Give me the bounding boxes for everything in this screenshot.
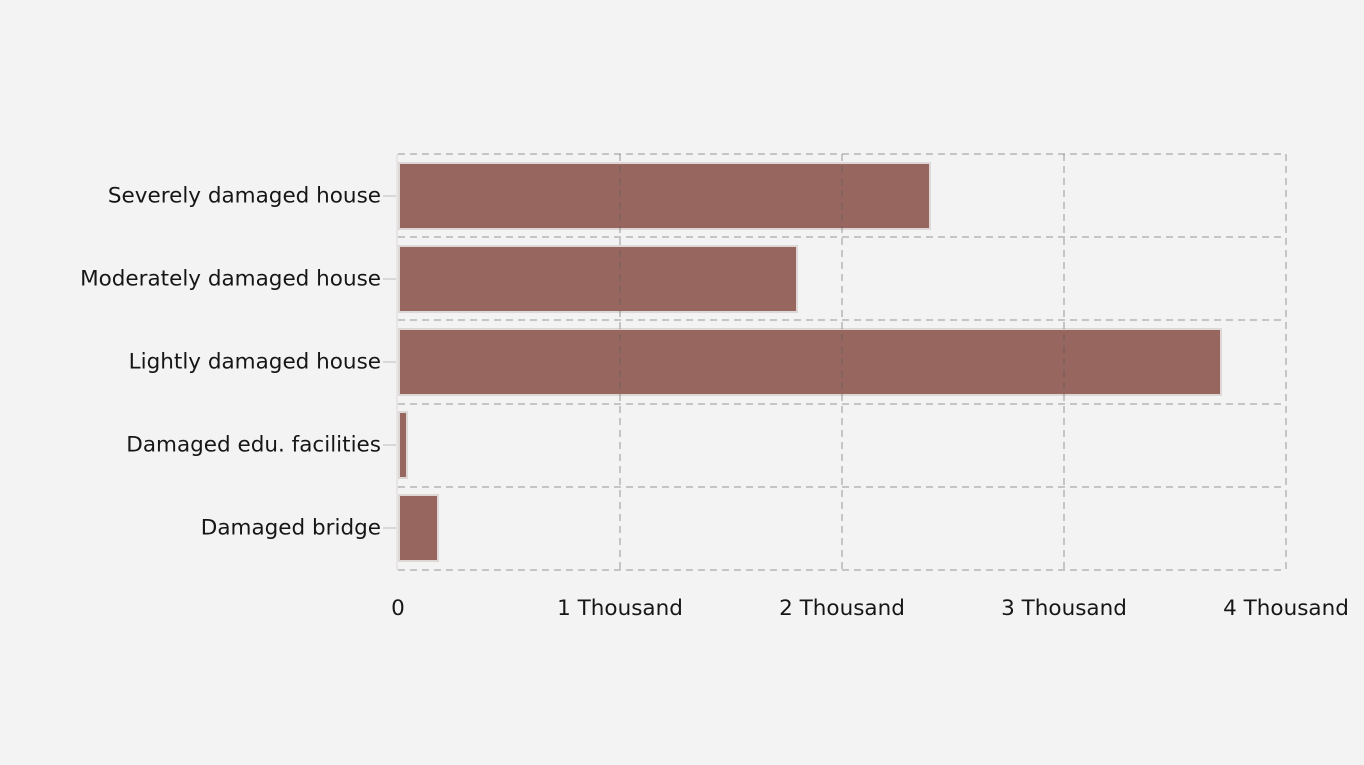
- y-axis-tick-mark: [383, 361, 396, 363]
- y-axis-label: Damaged edu. facilities: [126, 432, 381, 458]
- x-axis-tick-label: 1 Thousand: [557, 596, 683, 621]
- y-axis-tick-mark: [383, 277, 396, 280]
- x-axis-tick-label: 4 Thousand: [1223, 596, 1349, 621]
- bar: [398, 328, 1222, 396]
- y-axis-tick-mark: [383, 527, 396, 530]
- bar: [398, 494, 440, 563]
- y-axis-tick-mark: [383, 194, 396, 197]
- gridline-vertical: [841, 154, 843, 570]
- gridline-horizontal: [398, 236, 1286, 239]
- x-axis-tick-label: 2 Thousand: [779, 596, 905, 621]
- gridline-horizontal: [398, 402, 1286, 405]
- gridline-horizontal: [398, 319, 1286, 322]
- y-axis-label: Moderately damaged house: [80, 266, 381, 292]
- gridline-vertical: [1285, 154, 1287, 570]
- y-axis-line: [396, 154, 398, 570]
- plot-area: [396, 153, 1287, 571]
- bar: [398, 411, 408, 480]
- gridline-horizontal: [398, 569, 1286, 571]
- y-axis-tick-mark: [383, 444, 396, 447]
- bar: [398, 161, 931, 230]
- y-axis-label: Lightly damaged house: [128, 349, 381, 375]
- bar: [398, 244, 798, 313]
- x-axis-tick-label: 3 Thousand: [1001, 596, 1127, 621]
- gridline-vertical: [1063, 154, 1065, 570]
- gridline-horizontal: [398, 153, 1286, 155]
- y-axis-label: Damaged bridge: [200, 515, 381, 541]
- gridline-vertical: [619, 154, 621, 570]
- x-axis-tick-label: 0: [391, 596, 405, 621]
- y-axis-label: Severely damaged house: [107, 183, 381, 209]
- gridline-horizontal: [398, 485, 1286, 488]
